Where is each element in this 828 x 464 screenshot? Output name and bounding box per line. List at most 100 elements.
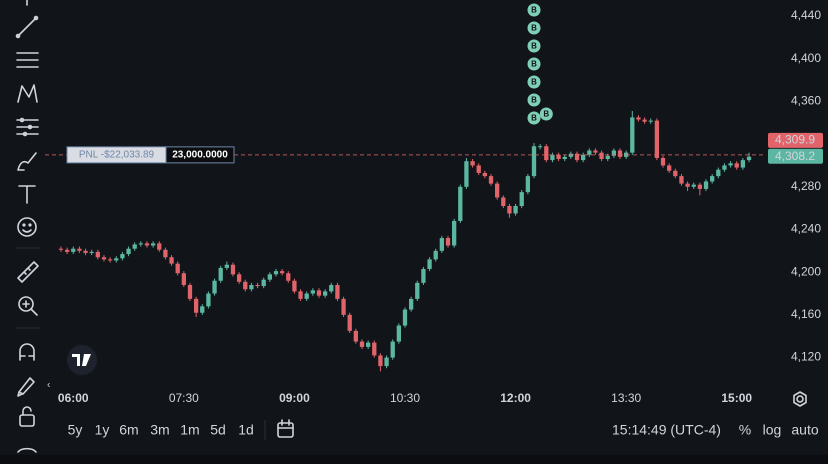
position-price-box bbox=[768, 132, 823, 148]
candle-body bbox=[697, 184, 703, 189]
toolbar-collapse[interactable]: ‹ bbox=[47, 380, 50, 391]
candle-body bbox=[292, 280, 297, 292]
candle-body bbox=[501, 197, 506, 207]
candle-body bbox=[150, 243, 156, 246]
buy-marker bbox=[527, 21, 541, 35]
candle-body bbox=[673, 170, 678, 177]
candle-body bbox=[408, 298, 414, 310]
candle-body bbox=[581, 154, 586, 161]
candle-body bbox=[200, 306, 205, 313]
tool-magnet[interactable] bbox=[19, 343, 35, 361]
candle-body bbox=[224, 264, 229, 268]
buy-marker bbox=[527, 3, 541, 17]
candle-body bbox=[402, 309, 408, 326]
scale-option[interactable]: % bbox=[739, 422, 751, 438]
candle-body bbox=[451, 220, 457, 246]
candle-body bbox=[243, 281, 248, 290]
candle-body bbox=[267, 274, 272, 280]
tool-emoji[interactable] bbox=[17, 217, 37, 237]
timeframe-button[interactable]: 1d bbox=[238, 422, 254, 438]
tool-trend-line[interactable] bbox=[15, 15, 39, 39]
candle-body bbox=[286, 273, 291, 281]
y-tick-label: 4,200 bbox=[791, 264, 821, 278]
tool-ruler[interactable] bbox=[17, 261, 39, 283]
timeframe-button[interactable]: 3m bbox=[150, 422, 169, 438]
candle-body bbox=[101, 257, 107, 260]
buy-marker bbox=[527, 75, 541, 89]
candle-body bbox=[562, 156, 567, 160]
candle-body bbox=[212, 280, 217, 294]
drawing-toolbar: ‹ bbox=[15, 0, 50, 453]
timeframe-button[interactable]: 5d bbox=[210, 422, 226, 438]
date-range-button[interactable] bbox=[277, 419, 294, 438]
candle-body bbox=[322, 291, 328, 296]
timeframe-button[interactable]: 1y bbox=[95, 422, 110, 438]
buy-marker-label: B bbox=[531, 78, 537, 87]
quantity-text: 23,000.0000 bbox=[172, 150, 228, 161]
candle-body bbox=[710, 176, 715, 182]
candle-body bbox=[249, 284, 254, 290]
candle-body bbox=[193, 298, 199, 313]
candle-body bbox=[507, 206, 512, 214]
candle-body bbox=[482, 172, 488, 177]
tool-text[interactable] bbox=[18, 185, 36, 204]
tool-fib[interactable] bbox=[16, 52, 39, 68]
candle-body bbox=[513, 206, 518, 214]
candle-body bbox=[298, 291, 303, 299]
candle-body bbox=[58, 248, 64, 250]
tool-projection[interactable] bbox=[16, 117, 39, 137]
x-tick-label: 09:00 bbox=[279, 391, 310, 405]
candle-body bbox=[495, 183, 500, 198]
pnl-text: PNL -$22,033.89 bbox=[79, 150, 155, 161]
candle-body bbox=[255, 284, 260, 287]
x-tick-label: 06:00 bbox=[58, 391, 89, 405]
candle-body bbox=[353, 330, 359, 342]
scale-option[interactable]: log bbox=[763, 422, 782, 438]
candle-body bbox=[599, 152, 604, 160]
buy-marker-label: B bbox=[531, 114, 537, 123]
candle-body bbox=[218, 267, 223, 281]
candle-body bbox=[734, 163, 739, 168]
candle-body bbox=[574, 153, 580, 161]
tool-zoom[interactable] bbox=[18, 296, 38, 316]
candle-body bbox=[654, 120, 660, 158]
candle-body bbox=[261, 279, 266, 287]
candle-body bbox=[384, 357, 389, 367]
buy-marker-label: B bbox=[543, 110, 549, 119]
candle-body bbox=[64, 249, 70, 252]
y-tick-label: 4,120 bbox=[791, 350, 821, 364]
candle-body bbox=[206, 293, 211, 307]
y-tick-label: 4,160 bbox=[791, 307, 821, 321]
tool-brush[interactable] bbox=[17, 152, 37, 171]
quantity-box bbox=[165, 146, 235, 164]
candle-body bbox=[667, 165, 672, 171]
tool-lock-draw[interactable] bbox=[17, 377, 35, 397]
candle-body bbox=[642, 119, 647, 122]
candle-body bbox=[347, 314, 352, 331]
candle-body bbox=[187, 284, 193, 299]
timeframe-button[interactable]: 6m bbox=[119, 422, 138, 438]
buy-marker-label: B bbox=[531, 60, 537, 69]
candle-body bbox=[365, 342, 371, 347]
candle-body bbox=[421, 268, 426, 283]
buy-marker bbox=[527, 39, 541, 53]
settings-button[interactable] bbox=[793, 391, 807, 407]
buy-marker bbox=[527, 57, 541, 71]
tool-pattern[interactable] bbox=[17, 84, 38, 103]
scale-option[interactable]: auto bbox=[791, 422, 818, 438]
candle-body bbox=[378, 355, 383, 367]
candle-body bbox=[163, 249, 168, 258]
tool-eye[interactable] bbox=[17, 447, 37, 453]
candle-body bbox=[114, 258, 119, 261]
candle-body bbox=[464, 161, 469, 187]
timeframe-button[interactable]: 5y bbox=[68, 422, 83, 438]
candle-body bbox=[593, 150, 598, 153]
timeframe-button[interactable]: 1m bbox=[180, 422, 199, 438]
tool-lock[interactable] bbox=[19, 406, 35, 427]
candle-body bbox=[329, 284, 334, 292]
candle-body bbox=[445, 238, 451, 246]
candle-body bbox=[544, 146, 549, 161]
candle-body bbox=[433, 250, 438, 260]
position-label: PNL -$22,033.89 23,000.0000 bbox=[66, 146, 235, 164]
